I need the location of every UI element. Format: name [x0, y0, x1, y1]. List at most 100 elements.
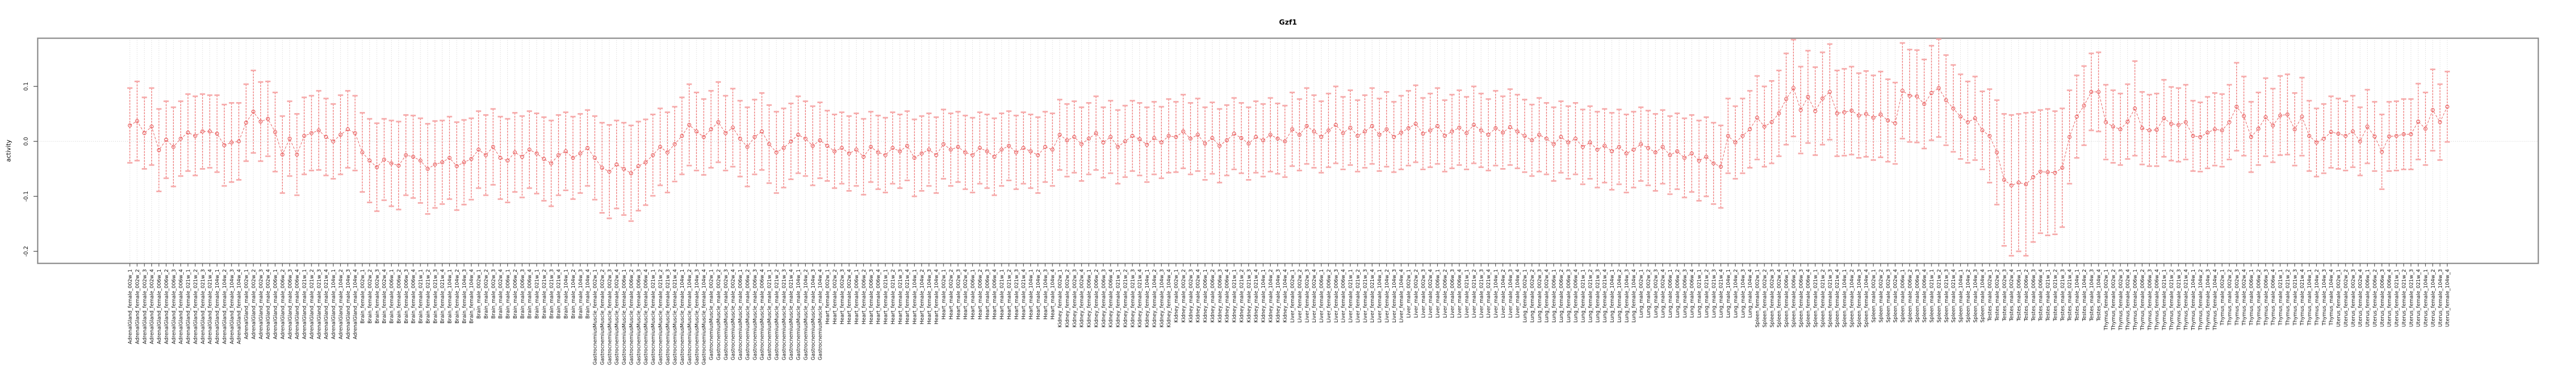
data-point-marker	[1058, 132, 1062, 137]
data-point-marker	[1537, 132, 1541, 137]
sample-label: Lung_male_104w_1	[1726, 269, 1731, 318]
error-bar	[381, 118, 387, 201]
sample-label: Liver_female_006w_1	[1319, 269, 1325, 323]
data-point-marker	[1479, 128, 1483, 132]
sample-label: Liver_female_104w_1	[1377, 269, 1383, 323]
sample-label: Lung_male_104w_4	[1748, 269, 1753, 318]
sample-label: AdrenalGland_female_021w_2	[193, 269, 198, 344]
sample-label: Lung_female_021w_2	[1587, 269, 1593, 323]
data-point-marker	[1704, 154, 1708, 159]
data-point-marker	[1079, 142, 1084, 147]
data-point-marker	[963, 150, 968, 154]
sample-label: Uterus_female_006w_3	[2380, 269, 2385, 327]
data-point-marker	[1762, 124, 1767, 129]
sample-label: Testes_male_002w_2	[1994, 269, 2000, 321]
error-bar	[962, 115, 968, 190]
error-bar	[1863, 70, 1869, 158]
sample-label: Kidney_female_002w_3	[1072, 269, 1078, 327]
error-bar	[1907, 49, 1913, 143]
error-bar	[265, 81, 271, 157]
data-point-marker	[193, 134, 197, 138]
sample-label: Liver_female_021w_3	[1362, 269, 1368, 323]
sample-label: GastrocnemiusMuscle_female_006w_2	[629, 269, 635, 365]
sample-label: Spleen_female_021w_2	[1820, 269, 1826, 327]
sample-label: Spleen_male_021w_1	[1929, 269, 1935, 323]
sample-label: Brain_female_104w_3	[462, 269, 468, 324]
data-point-marker	[680, 134, 684, 138]
sample-label: Kidney_male_002w_3	[1188, 269, 1194, 323]
data-point-marker	[1995, 150, 1999, 154]
error-bar	[1660, 109, 1665, 185]
error-bar	[2284, 73, 2290, 156]
error-bar	[1515, 94, 1520, 169]
data-point-marker	[324, 135, 328, 139]
data-point-marker	[2278, 113, 2282, 118]
sample-label: Kidney_female_104w_1	[1145, 269, 1150, 327]
error-bar	[1805, 50, 1811, 144]
error-bar	[2147, 94, 2152, 167]
error-bar	[229, 102, 235, 183]
sample-label: Kidney_male_002w_2	[1181, 269, 1186, 323]
sample-label: Spleen_male_006w_3	[1915, 269, 1920, 323]
error-bar	[243, 83, 249, 162]
sample-label: Heart_female_021w_3	[897, 269, 903, 324]
sample-label: GastrocnemiusMuscle_male_104w_4	[818, 269, 824, 360]
error-bar	[1137, 102, 1142, 176]
error-bar	[606, 124, 612, 219]
data-point-marker	[1181, 129, 1185, 134]
error-bar	[2256, 92, 2261, 166]
error-bar	[1282, 105, 1288, 178]
sample-label: Brain_female_104w_4	[469, 269, 475, 324]
error-bar	[1718, 125, 1724, 209]
sample-label: Lung_female_002w_2	[1529, 269, 1535, 323]
sample-label: Thymus_male_006w_4	[2271, 269, 2277, 326]
sample-label: AdrenalGland_female_021w_3	[200, 269, 206, 344]
error-bar	[1180, 94, 1186, 169]
data-point-marker	[1137, 137, 1142, 141]
data-point-marker	[1362, 129, 1367, 134]
error-bar	[1217, 108, 1223, 184]
sample-label: Brain_female_021w_1	[418, 269, 424, 324]
error-bar	[578, 113, 583, 194]
error-bar	[1558, 100, 1564, 174]
sample-label: AdrenalGland_male_006w_3	[287, 269, 293, 339]
error-bar	[977, 111, 983, 185]
error-bar	[2350, 95, 2356, 168]
data-point-marker	[1174, 135, 1178, 139]
data-point-marker	[1050, 147, 1054, 152]
error-bar	[1050, 112, 1056, 187]
error-bar	[1224, 104, 1230, 176]
data-point-marker	[207, 129, 212, 134]
error-bar	[1645, 109, 1651, 186]
error-bar	[1384, 91, 1390, 168]
error-bar	[926, 112, 932, 187]
data-point-marker	[1268, 132, 1273, 137]
sample-label: Thymus_male_021w_4	[2300, 269, 2305, 326]
data-point-marker	[2350, 129, 2355, 134]
sample-label: Heart_female_104w_1	[912, 269, 918, 324]
error-bar	[1457, 89, 1462, 166]
sample-label: Thymus_female_104w_2	[2198, 269, 2204, 331]
data-point-marker	[2213, 127, 2217, 131]
sample-label: Thymus_female_021w_3	[2176, 269, 2182, 331]
error-bar	[2248, 101, 2254, 173]
data-point-marker	[607, 169, 612, 174]
data-point-marker	[549, 161, 553, 165]
error-bar	[919, 115, 925, 192]
error-bar	[1594, 110, 1600, 188]
sample-label: Liver_female_104w_2	[1384, 269, 1390, 323]
sample-label: Liver_female_002w_2	[1297, 269, 1303, 323]
data-point-marker	[2344, 134, 2348, 138]
sample-label: Kidney_female_021w_2	[1123, 269, 1128, 327]
sample-label: Lung_female_006w_2	[1559, 269, 1564, 323]
sample-label: Brain_female_002w_3	[374, 269, 380, 324]
data-point-marker	[1493, 126, 1498, 130]
sample-label: Kidney_female_006w_3	[1101, 269, 1107, 327]
data-point-marker	[2227, 120, 2231, 125]
data-point-marker	[1246, 141, 1251, 146]
sample-label: Kidney_male_021w_1	[1232, 269, 1238, 323]
sample-label: Spleen_female_006w_3	[1798, 269, 1804, 327]
error-bar	[2030, 111, 2036, 243]
y-axis-label: activity	[5, 140, 12, 162]
data-point-marker	[2387, 134, 2391, 139]
